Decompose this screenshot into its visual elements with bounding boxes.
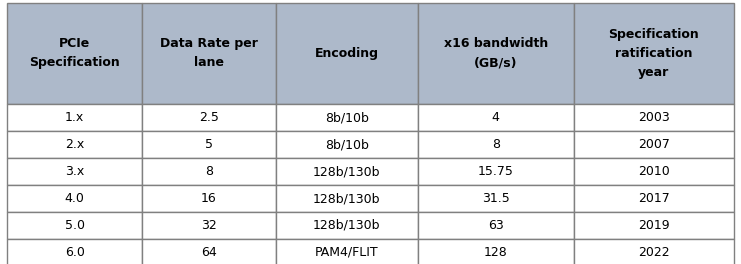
Bar <box>574 185 734 212</box>
Bar <box>142 185 276 212</box>
Bar <box>7 3 142 104</box>
Bar <box>574 131 734 158</box>
Bar <box>142 3 276 104</box>
Bar <box>7 104 142 131</box>
Bar <box>574 158 734 185</box>
Bar <box>418 239 574 264</box>
Bar <box>418 3 574 104</box>
Text: 64: 64 <box>201 246 217 259</box>
Text: 128b/130b: 128b/130b <box>313 165 381 178</box>
Bar <box>276 158 418 185</box>
Bar <box>276 185 418 212</box>
Text: 2019: 2019 <box>638 219 670 232</box>
Bar <box>418 212 574 239</box>
Text: 32: 32 <box>201 219 217 232</box>
Text: 16: 16 <box>201 192 217 205</box>
Text: 8: 8 <box>492 138 499 151</box>
Text: 3.x: 3.x <box>65 165 84 178</box>
Text: 8b/10b: 8b/10b <box>325 138 369 151</box>
Text: 2022: 2022 <box>638 246 670 259</box>
Text: 5: 5 <box>205 138 213 151</box>
Text: 4.0: 4.0 <box>64 192 84 205</box>
Text: 128b/130b: 128b/130b <box>313 219 381 232</box>
Bar <box>574 3 734 104</box>
Text: PAM4/FLIT: PAM4/FLIT <box>315 246 379 259</box>
Bar <box>142 239 276 264</box>
Bar <box>7 185 142 212</box>
Bar <box>7 239 142 264</box>
Bar <box>574 212 734 239</box>
Text: 63: 63 <box>488 219 504 232</box>
Text: 5.0: 5.0 <box>64 219 84 232</box>
Bar <box>142 104 276 131</box>
Bar <box>276 3 418 104</box>
Text: 2010: 2010 <box>638 165 670 178</box>
Text: 1.x: 1.x <box>65 111 84 124</box>
Text: 128: 128 <box>484 246 508 259</box>
Bar <box>418 158 574 185</box>
Bar <box>142 158 276 185</box>
Text: Specification
ratification
year: Specification ratification year <box>608 28 699 79</box>
Bar <box>276 104 418 131</box>
Text: Data Rate per
lane: Data Rate per lane <box>160 37 258 69</box>
Bar <box>7 212 142 239</box>
Bar <box>7 158 142 185</box>
Bar <box>276 131 418 158</box>
Bar <box>418 104 574 131</box>
Text: 128b/130b: 128b/130b <box>313 192 381 205</box>
Text: 6.0: 6.0 <box>64 246 84 259</box>
Bar <box>574 239 734 264</box>
Bar <box>418 131 574 158</box>
Text: 8: 8 <box>205 165 213 178</box>
Text: 2003: 2003 <box>638 111 670 124</box>
Text: 31.5: 31.5 <box>482 192 510 205</box>
Bar <box>276 239 418 264</box>
Text: PCIe
Specification: PCIe Specification <box>29 37 120 69</box>
Bar <box>7 131 142 158</box>
Bar <box>142 131 276 158</box>
Text: 15.75: 15.75 <box>478 165 514 178</box>
Bar <box>142 212 276 239</box>
Text: 8b/10b: 8b/10b <box>325 111 369 124</box>
Text: x16 bandwidth
(GB/s): x16 bandwidth (GB/s) <box>444 37 548 69</box>
Bar <box>574 104 734 131</box>
Bar <box>276 212 418 239</box>
Text: 2.x: 2.x <box>65 138 84 151</box>
Text: 2017: 2017 <box>638 192 670 205</box>
Text: 2.5: 2.5 <box>199 111 219 124</box>
Text: 2007: 2007 <box>638 138 670 151</box>
Text: 4: 4 <box>492 111 499 124</box>
Text: Encoding: Encoding <box>315 47 379 60</box>
Bar <box>418 185 574 212</box>
